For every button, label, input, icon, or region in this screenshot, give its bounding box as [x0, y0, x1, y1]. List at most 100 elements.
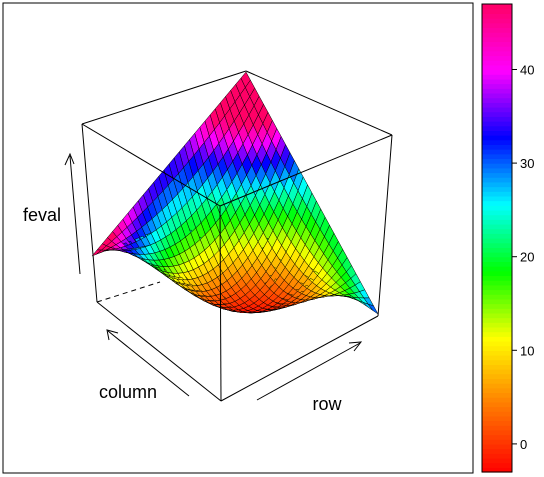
color-key-band — [482, 294, 512, 300]
color-key-band — [482, 303, 512, 309]
color-key-band — [482, 411, 512, 417]
box-back-edges — [81, 70, 393, 317]
color-key: 0 10 20 30 40 — [481, 3, 534, 473]
color-key-band — [482, 102, 512, 108]
z-axis-arrow-head — [64, 152, 75, 166]
surface-facet — [237, 311, 248, 314]
color-key-band — [482, 205, 512, 211]
color-key-band — [482, 378, 512, 384]
color-key-band — [482, 32, 512, 38]
color-key-band — [482, 275, 512, 281]
color-key-band — [482, 139, 512, 145]
color-key-band — [482, 359, 512, 365]
color-key-border — [481, 3, 513, 473]
color-key-band — [482, 387, 512, 394]
color-key-band — [482, 345, 512, 351]
color-key-band — [482, 383, 512, 389]
color-key-band — [482, 111, 512, 117]
color-key-band — [482, 116, 512, 122]
color-key-band — [482, 280, 512, 286]
axis-arrows — [64, 152, 363, 401]
color-key-band — [482, 200, 512, 206]
color-key-band — [482, 284, 512, 291]
color-key-band — [482, 256, 512, 262]
color-key-band — [482, 219, 512, 225]
color-key-band — [482, 242, 512, 248]
color-key-band — [482, 322, 512, 328]
color-key-band — [482, 266, 512, 272]
color-key-band — [482, 209, 512, 216]
box-edge-front-bottom-right — [220, 315, 379, 402]
column-axis-arrow-head — [106, 329, 119, 341]
color-key-band — [482, 326, 512, 333]
color-key-band — [482, 172, 512, 178]
color-key-band — [482, 41, 512, 47]
color-key-band — [482, 429, 512, 436]
color-key-band — [482, 27, 512, 33]
box-edge-front-top-right — [219, 134, 393, 207]
box-edge-front-bottom-left — [96, 301, 222, 402]
color-key-band — [482, 36, 512, 43]
color-key-band — [482, 191, 512, 197]
color-key-band — [482, 97, 512, 103]
column-axis-arrow-shaft — [107, 330, 190, 397]
color-key-band — [482, 214, 512, 220]
plot-frame — [2, 2, 474, 474]
color-key-band — [482, 106, 512, 113]
row-axis-label: row — [312, 394, 342, 414]
color-key-band — [482, 223, 512, 230]
color-key-band — [482, 289, 512, 295]
color-key-band — [482, 22, 512, 28]
color-key-band — [482, 88, 512, 94]
color-key-band — [482, 415, 512, 422]
color-key-band — [482, 18, 512, 24]
color-key-band — [482, 60, 512, 66]
color-key-band — [482, 298, 512, 305]
color-key-band — [482, 439, 512, 445]
color-key-band — [482, 130, 512, 136]
color-key-band — [482, 443, 512, 450]
color-key-band — [482, 13, 512, 19]
color-key-band — [482, 453, 512, 459]
color-key-band — [482, 355, 512, 361]
row-axis-arrow-shaft — [256, 342, 361, 401]
color-key-tick-label: 40 — [520, 63, 534, 78]
box-edge-front-top-left — [81, 123, 221, 207]
color-key-band — [482, 331, 512, 337]
color-key-band — [482, 392, 512, 398]
color-key-band — [482, 406, 512, 412]
color-key-band — [482, 336, 512, 342]
color-key-band — [482, 261, 512, 267]
color-key-band — [482, 195, 512, 202]
color-key-band — [482, 83, 512, 89]
color-key-band — [482, 46, 512, 52]
box-edge-back-top-left — [81, 70, 247, 125]
color-key-band — [482, 8, 512, 14]
color-key-band — [482, 448, 512, 454]
color-key-band — [482, 434, 512, 440]
color-key-band — [482, 121, 512, 127]
color-key-band — [482, 50, 512, 57]
row-axis-arrow-head — [348, 341, 363, 352]
color-key-band — [482, 317, 512, 323]
box-edge-back-left-vert — [81, 123, 98, 303]
color-key-band — [482, 340, 512, 347]
color-key-band — [482, 92, 512, 99]
color-key-band — [482, 149, 512, 155]
color-key-band — [482, 64, 512, 71]
color-key-tick-label: 0 — [520, 437, 527, 452]
color-key-band — [482, 74, 512, 80]
color-key-band — [482, 186, 512, 192]
color-key-tick-label: 20 — [520, 250, 534, 265]
color-key-band — [482, 228, 512, 234]
color-key-band — [482, 397, 512, 403]
color-key-band — [482, 181, 512, 188]
box-edge-back-right-vert — [377, 134, 393, 317]
box-edge-back-top-right — [245, 70, 393, 136]
surface-mesh — [91, 71, 379, 315]
color-key-band — [482, 270, 512, 277]
box-front-edges — [81, 123, 393, 402]
color-key-band — [482, 420, 512, 426]
color-key-band — [482, 425, 512, 431]
color-key-band — [482, 144, 512, 150]
